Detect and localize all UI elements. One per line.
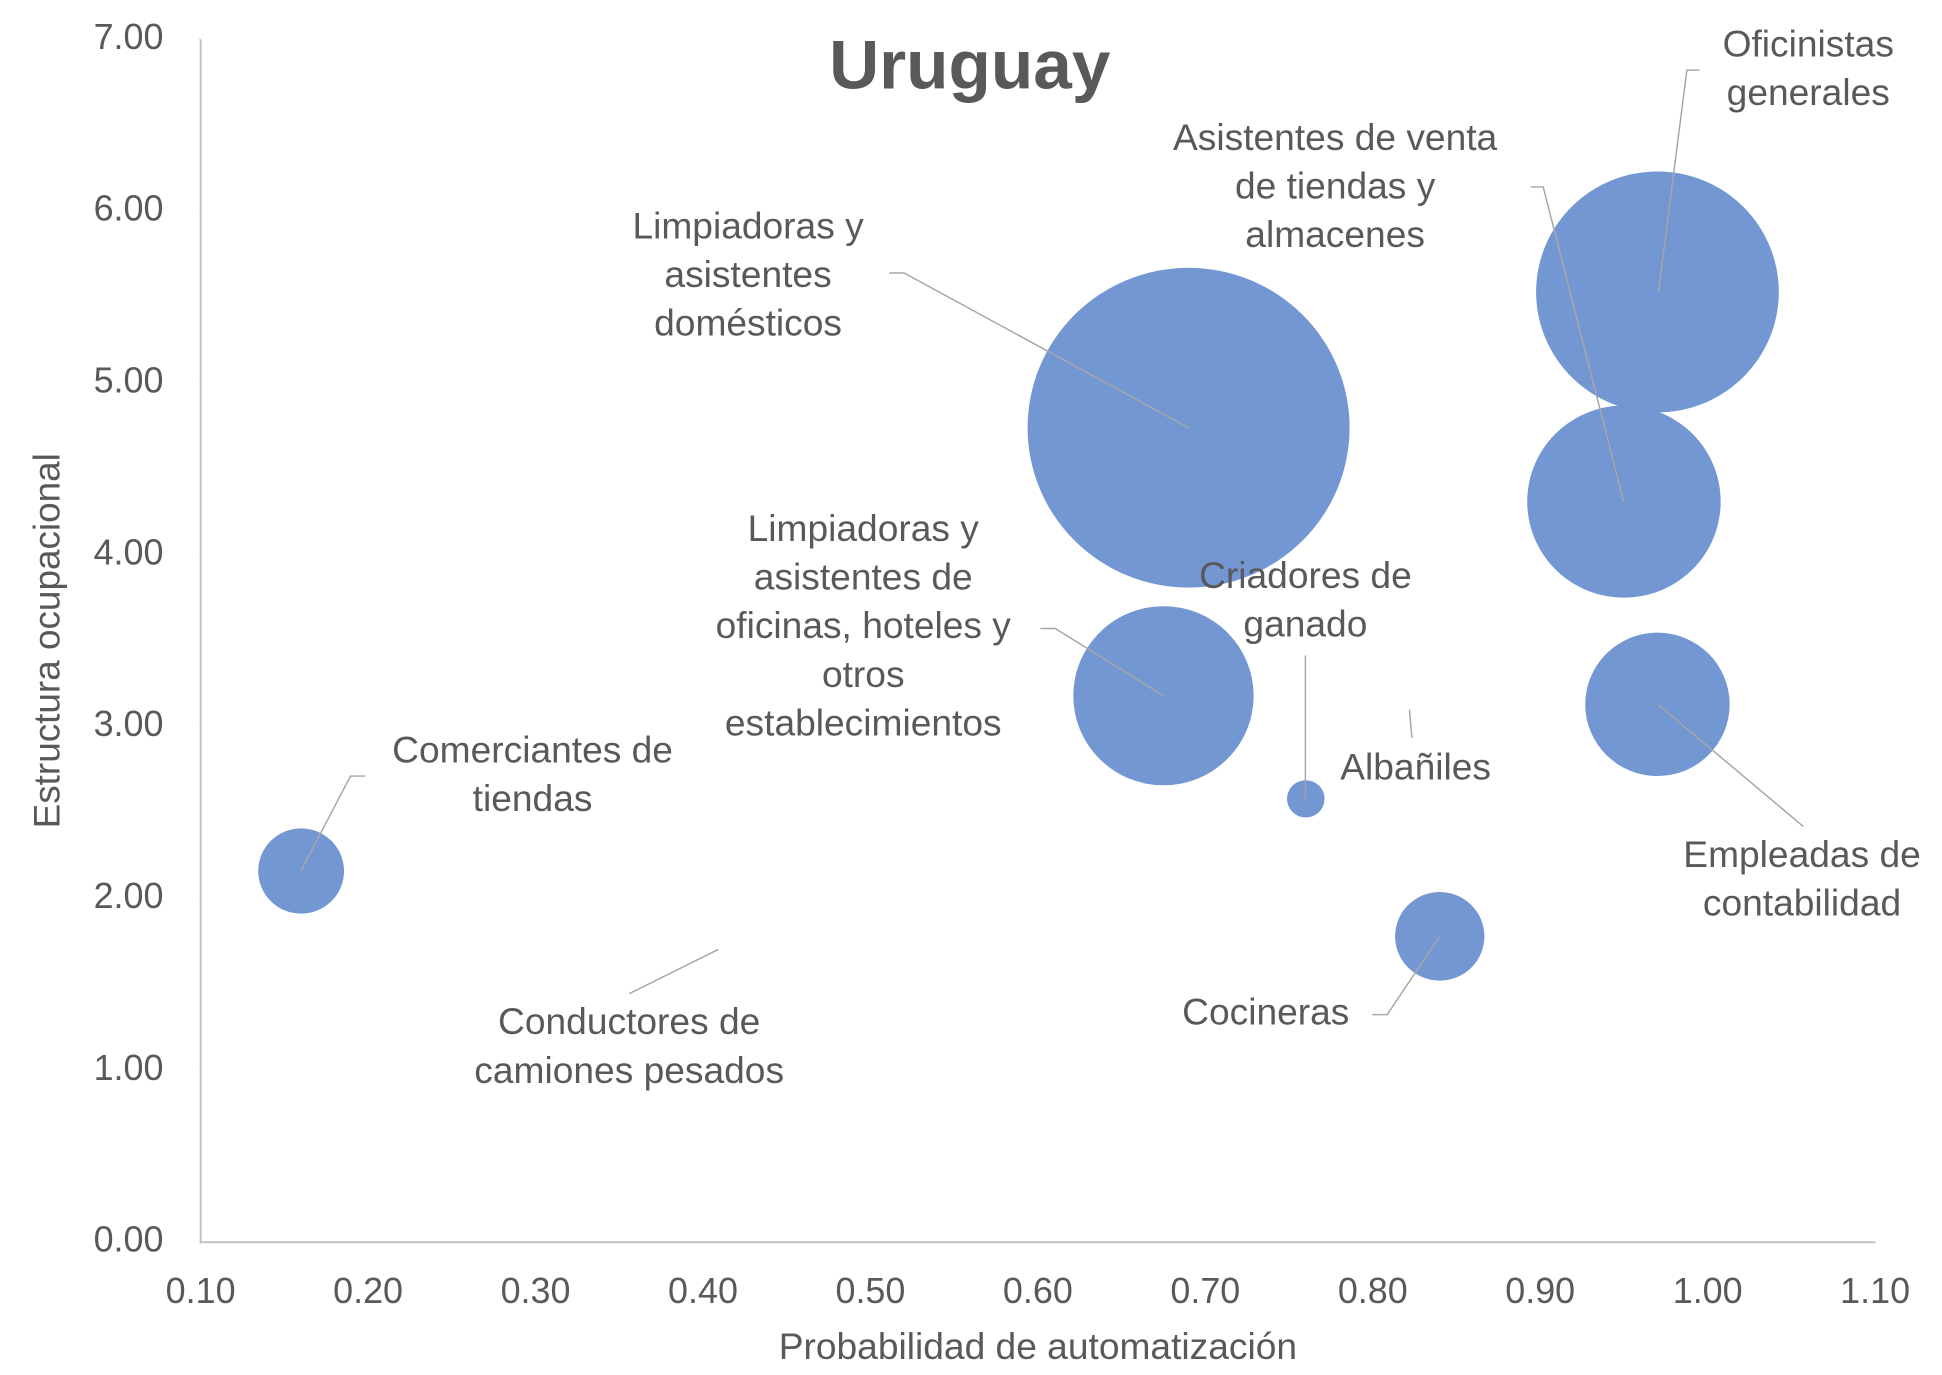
data-label: Limpiadoras y xyxy=(748,507,980,549)
data-label: de tiendas y xyxy=(1235,165,1436,207)
data-label: Criadores de xyxy=(1199,554,1412,596)
data-label: Comerciantes de xyxy=(392,729,673,771)
data-label: generales xyxy=(1727,71,1890,113)
x-tick-label: 0.60 xyxy=(1003,1271,1073,1311)
leader-line xyxy=(1040,627,1165,697)
x-tick-label: 0.20 xyxy=(333,1271,403,1311)
leader-line xyxy=(1408,709,1413,738)
leader-line xyxy=(1530,186,1625,502)
data-label: Limpiadoras y xyxy=(632,205,864,247)
x-tick-label: 0.10 xyxy=(166,1271,236,1311)
data-label: establecimientos xyxy=(725,701,1002,743)
x-tick-label: 0.70 xyxy=(1170,1271,1240,1311)
x-tick-label: 0.50 xyxy=(835,1271,905,1311)
x-axis-label: Probabilidad de automatización xyxy=(779,1325,1297,1367)
bubble xyxy=(1585,632,1730,777)
leader-line xyxy=(1372,936,1440,1016)
x-tick-label: 1.00 xyxy=(1673,1271,1743,1311)
data-label: oficinas, hoteles y xyxy=(716,604,1012,646)
data-label: asistentes xyxy=(664,253,831,295)
leader-line xyxy=(300,775,366,872)
data-label: camiones pesados xyxy=(474,1049,784,1091)
data-label: Conductores de xyxy=(498,1000,760,1042)
y-tick-label: 7.00 xyxy=(94,17,164,57)
y-axis-label: Estructura ocupacional xyxy=(25,453,67,828)
x-tick-label: 0.90 xyxy=(1505,1271,1575,1311)
data-label: Albañiles xyxy=(1340,746,1491,788)
bubble xyxy=(258,828,345,914)
data-label: Cocineras xyxy=(1182,991,1349,1033)
y-tick-label: 6.00 xyxy=(94,189,164,229)
y-tick-label: 5.00 xyxy=(94,361,164,401)
data-label: otros xyxy=(822,653,905,695)
y-tick-label: 4.00 xyxy=(94,532,164,572)
bubble xyxy=(1536,171,1779,413)
x-tick-label: 1.10 xyxy=(1840,1271,1910,1311)
leader-line xyxy=(1657,69,1700,293)
y-tick-label: 1.00 xyxy=(94,1048,164,1088)
x-tick-label: 0.30 xyxy=(501,1271,571,1311)
y-tick-label: 0.00 xyxy=(94,1220,164,1260)
data-label: almacenes xyxy=(1245,213,1425,255)
data-label: ganado xyxy=(1243,602,1367,644)
data-label: domésticos xyxy=(654,302,842,344)
leader-line xyxy=(628,948,719,995)
y-tick-label: 2.00 xyxy=(94,876,164,916)
data-label: Empleadas de xyxy=(1683,833,1920,875)
bubble xyxy=(1395,891,1485,981)
data-label: tiendas xyxy=(473,777,593,819)
chart-title: Uruguay xyxy=(829,26,1111,104)
leader-line xyxy=(1657,704,1804,828)
data-label: Oficinistas xyxy=(1723,23,1894,65)
y-tick-label: 3.00 xyxy=(94,704,164,744)
data-label: Asistentes de venta xyxy=(1173,116,1498,158)
leader-line xyxy=(889,272,1190,429)
x-tick-label: 0.40 xyxy=(668,1271,738,1311)
data-label: contabilidad xyxy=(1703,882,1901,924)
data-label: asistentes de xyxy=(754,556,973,598)
x-tick-label: 0.80 xyxy=(1338,1271,1408,1311)
